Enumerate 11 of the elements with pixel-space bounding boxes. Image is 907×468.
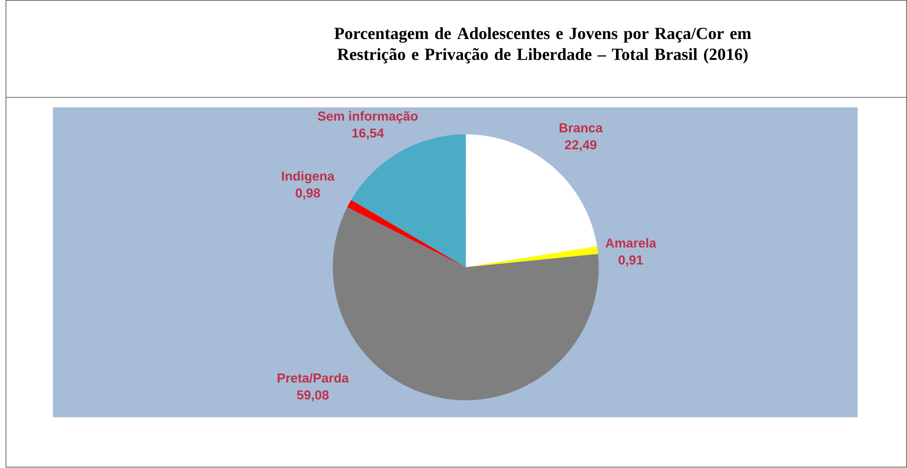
data-label: 0,91 bbox=[618, 256, 643, 267]
slice-label: Sem informação bbox=[318, 111, 418, 124]
data-label: 16,54 bbox=[352, 128, 384, 140]
data-label: 0,98 bbox=[296, 188, 320, 200]
slice-label: Indigena bbox=[282, 171, 335, 184]
slice-label: Branca bbox=[560, 124, 603, 133]
data-label: 22,49 bbox=[564, 140, 596, 152]
chart-title: Porcentagem de Adolescentes e Jovens por Raça/Cor em Restrição e Privação de Liberdade – Total Brasil (2016) bbox=[334, 27, 752, 64]
data-label: 59,08 bbox=[297, 390, 329, 402]
slice-label: Preta/Parda bbox=[278, 373, 349, 383]
slice-label: Amarela bbox=[605, 238, 656, 248]
